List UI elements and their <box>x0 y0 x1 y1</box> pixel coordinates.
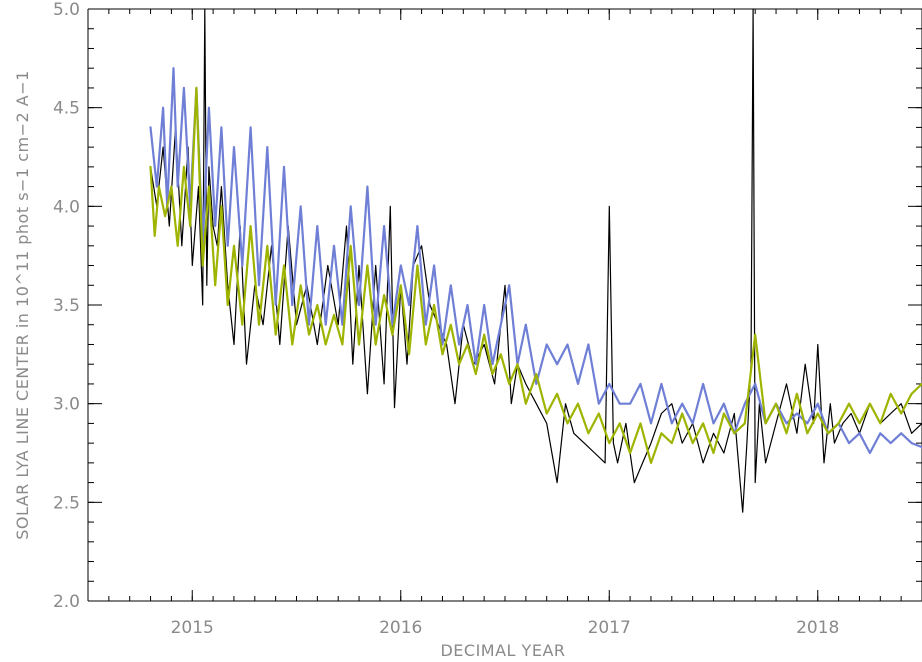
series-line-green <box>149 86 922 464</box>
y-tick-label: 4.5 <box>53 99 80 119</box>
series-layer <box>149 8 922 513</box>
axis-ticks <box>87 8 922 602</box>
y-tick-label: 2.0 <box>53 592 80 612</box>
series-line-black <box>149 8 922 513</box>
y-axis-title: SOLAR LYA LINE CENTER in 10^11 phot s−1 … <box>13 70 32 540</box>
x-axis-title: DECIMAL YEAR <box>440 641 565 660</box>
x-tick-label: 2017 <box>588 618 631 638</box>
y-tick-label: 5.0 <box>53 0 80 20</box>
y-tick-label: 3.5 <box>53 296 80 316</box>
x-tick-label: 2016 <box>379 618 422 638</box>
y-tick-label: 4.0 <box>53 197 80 217</box>
x-tick-label: 2015 <box>171 618 214 638</box>
y-tick-label: 2.5 <box>53 493 80 513</box>
tick-labels: 2015 2016 2017 2018 2.0 2.5 3.0 3.5 4.0 4.5 5.0 <box>53 0 839 638</box>
y-tick-label: 3.0 <box>53 395 80 415</box>
x-tick-label: 2018 <box>796 618 839 638</box>
